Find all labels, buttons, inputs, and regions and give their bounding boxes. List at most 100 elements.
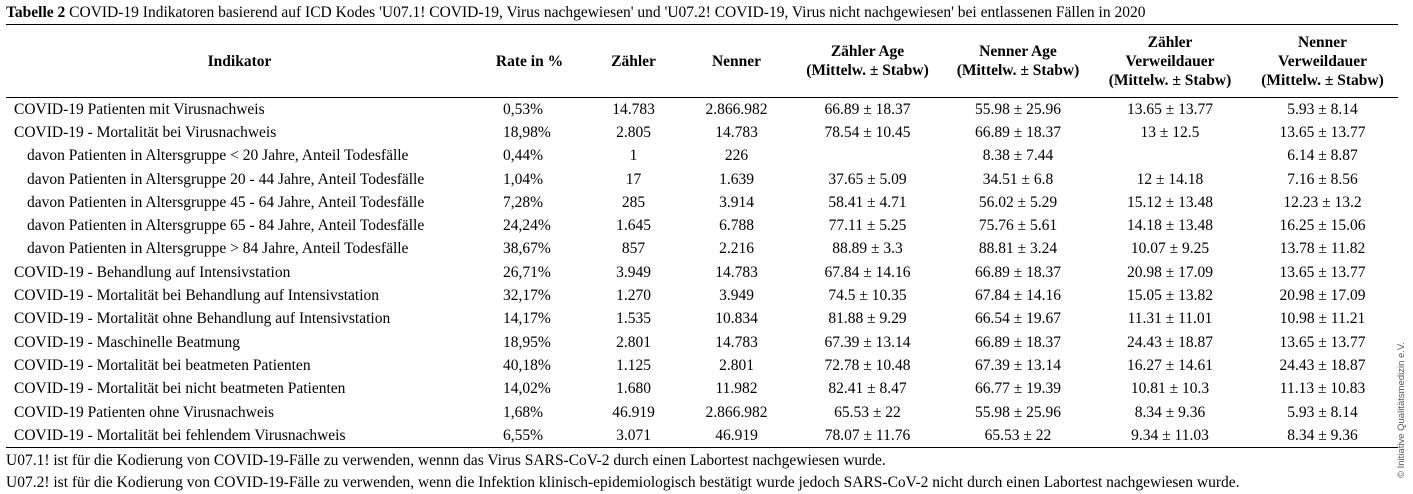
cell-indikator: COVID-19 - Maschinelle Beatmung: [14, 333, 240, 351]
cell-zaehler-verweildauer: 20.98 ± 17.09: [1126, 263, 1213, 281]
cell-zaehler-verweildauer: 10.07 ± 9.25: [1130, 240, 1210, 258]
cell-nenner-age: 34.51 ± 6.8: [982, 170, 1054, 188]
cell-nenner-age: 66.89 ± 18.37: [974, 123, 1061, 141]
cell-zaehler-age: 58.41 ± 4.71: [828, 193, 907, 211]
footnote-u071: U07.1! ist für die Kodierung von COVID-1…: [6, 452, 886, 469]
cell-nenner: 3.949: [719, 287, 754, 305]
table-caption: Tabelle 2 COVID-19 Indikatoren basierend…: [6, 4, 1398, 22]
cell-zaehler-age: 67.84 ± 14.16: [824, 263, 911, 281]
cell-nenner-age: 67.39 ± 13.14: [974, 356, 1061, 374]
table-row: COVID-19 - Mortalität bei nicht beatmete…: [6, 378, 1398, 401]
cell-indikator: COVID-19 - Mortalität bei fehlendem Viru…: [6, 424, 473, 449]
cell-rate: 40,18%: [503, 356, 551, 374]
table-row: COVID-19 - Mortalität bei beatmeten Pati…: [6, 354, 1398, 377]
cell-zaehler-verweildauer: 16.27 ± 14.61: [1126, 356, 1213, 374]
cell-nenner-verweildauer: 7.16 ± 8.56: [1287, 170, 1358, 188]
cell-zaehler-age: 82.41 ± 8.47: [828, 380, 907, 398]
cell-nenner-verweildauer: 12.23 ± 13.2: [1283, 193, 1362, 211]
table-row: davon Patienten in Altersgruppe 65 - 84 …: [6, 214, 1398, 237]
table-row: davon Patienten in Altersgruppe < 20 Jah…: [6, 145, 1398, 168]
header-indikator: Indikator: [6, 24, 473, 98]
cell-nenner-verweildauer: 16.25 ± 15.06: [1279, 217, 1366, 235]
cell-zaehler-age: 72.78 ± 10.48: [824, 356, 911, 374]
cell-zaehler-verweildauer: 9.34 ± 11.03: [1093, 424, 1247, 449]
cell-nenner-age: 66.54 ± 19.67: [974, 310, 1061, 328]
table-row: COVID-19 - Behandlung auf Intensivstatio…: [6, 261, 1398, 284]
cell-indikator: davon Patienten in Altersgruppe < 20 Jah…: [27, 147, 409, 165]
cell-zaehler: 2.805: [616, 123, 651, 141]
cell-nenner: 14.783: [715, 263, 758, 281]
table-row: COVID-19 - Mortalität bei Virusnachweis 1…: [6, 121, 1398, 144]
cell-nenner-age: 88.81 ± 3.24: [978, 240, 1058, 258]
cell-indikator: COVID-19 - Mortalität bei nicht beatmete…: [14, 380, 346, 398]
cell-zaehler: 1.680: [616, 380, 651, 398]
header-zaehler-age: Zähler Age (Mittelw. ± Stabw): [792, 24, 943, 98]
cell-rate: 7,28%: [503, 193, 544, 211]
cell-nenner-age: 55.98 ± 25.96: [974, 403, 1061, 421]
cell-nenner-verweildauer: 20.98 ± 17.09: [1279, 287, 1366, 305]
cell-zaehler: 1.535: [616, 310, 651, 328]
cell-nenner-age: 65.53 ± 22: [943, 424, 1093, 449]
cell-nenner-verweildauer: 13.65 ± 13.77: [1279, 263, 1366, 281]
cell-zaehler-verweildauer: 24.43 ± 18.87: [1126, 333, 1213, 351]
cell-rate: 18,98%: [503, 123, 551, 141]
cell-zaehler-age: 78.54 ± 10.45: [824, 123, 911, 141]
cell-rate: 14,02%: [503, 380, 551, 398]
cell-nenner-age: 56.02 ± 5.29: [978, 193, 1058, 211]
cell-nenner-age: 66.77 ± 19.39: [974, 380, 1061, 398]
cell-zaehler-verweildauer: 14.18 ± 13.48: [1126, 217, 1213, 235]
cell-zaehler: 285: [621, 193, 646, 211]
cell-zaehler: 3.071: [586, 424, 681, 449]
cell-rate: 0,44%: [503, 147, 544, 165]
cell-nenner: 10.834: [715, 310, 758, 328]
cell-zaehler-age: 77.11 ± 5.25: [828, 217, 907, 235]
cell-zaehler-verweildauer: 15.12 ± 13.48: [1126, 193, 1213, 211]
cell-zaehler-verweildauer: [1093, 145, 1247, 168]
cell-rate: 6,55%: [473, 424, 586, 449]
cell-nenner-age: 66.89 ± 18.37: [974, 333, 1061, 351]
cell-nenner-age: 55.98 ± 25.96: [974, 100, 1061, 118]
caption-text: COVID-19 Indikatoren basierend auf ICD K…: [69, 4, 1146, 21]
cell-zaehler: 1.125: [616, 356, 651, 374]
cell-zaehler-age: 81.88 ± 9.29: [828, 310, 907, 328]
cell-nenner: 46.919: [681, 424, 792, 449]
cell-nenner: 14.783: [715, 123, 758, 141]
cell-zaehler: 1.645: [616, 217, 651, 235]
header-nenner-age: Nenner Age (Mittelw. ± Stabw): [943, 24, 1093, 98]
table-row: davon Patienten in Altersgruppe > 84 Jah…: [6, 238, 1398, 261]
cell-zaehler-age: 66.89 ± 18.37: [824, 100, 911, 118]
cell-indikator: COVID-19 - Mortalität bei Virusnachweis: [14, 123, 277, 141]
cell-rate: 14,17%: [503, 310, 551, 328]
cell-rate: 26,71%: [503, 263, 551, 281]
table-row: COVID-19 Patienten mit Virusnachweis 0,53…: [6, 98, 1398, 122]
caption-label: Tabelle 2: [6, 4, 66, 21]
cell-zaehler: 1.270: [616, 287, 651, 305]
cell-zaehler: 14.783: [612, 100, 655, 118]
cell-nenner-age: 8.38 ± 7.44: [982, 147, 1054, 165]
cell-zaehler-age: 78.07 ± 11.76: [792, 424, 943, 449]
indicator-table: Indikator Rate in % Zähler Nenner Zähler…: [6, 24, 1398, 449]
cell-rate: 24,24%: [503, 217, 551, 235]
table-row: davon Patienten in Altersgruppe 45 - 64 …: [6, 191, 1398, 214]
cell-rate: 1,04%: [503, 170, 544, 188]
cell-zaehler-age: 67.39 ± 13.14: [824, 333, 911, 351]
cell-nenner: 2.866.982: [705, 100, 768, 118]
cell-nenner-verweildauer: 13.65 ± 13.77: [1279, 123, 1366, 141]
cell-nenner-verweildauer: 8.34 ± 9.36: [1247, 424, 1398, 449]
cell-nenner-verweildauer: 5.93 ± 8.14: [1287, 403, 1358, 421]
cell-zaehler-verweildauer: 13.65 ± 13.77: [1126, 100, 1213, 118]
cell-nenner: 1.639: [719, 170, 754, 188]
cell-zaehler-verweildauer: 15.05 ± 13.82: [1126, 287, 1213, 305]
copyright-notice: © Initiative Qualitätsmedizin e.V.: [1396, 341, 1407, 478]
table-header-row: Indikator Rate in % Zähler Nenner Zähler…: [6, 24, 1398, 98]
cell-zaehler: 17: [625, 170, 642, 188]
cell-zaehler: 2.801: [616, 333, 651, 351]
cell-nenner: 6.788: [719, 217, 754, 235]
cell-zaehler-verweildauer: 12 ± 14.18: [1136, 170, 1204, 188]
cell-zaehler-age: 88.89 ± 3.3: [832, 240, 903, 258]
header-zaehler-verweildauer: Zähler Verweildauer (Mittelw. ± Stabw): [1093, 24, 1247, 98]
cell-zaehler-verweildauer: 11.31 ± 11.01: [1127, 310, 1213, 328]
header-nenner-verweildauer: Nenner Verweildauer (Mittelw. ± Stabw): [1247, 24, 1398, 98]
cell-nenner-age: 75.76 ± 5.61: [978, 217, 1058, 235]
cell-indikator: davon Patienten in Altersgruppe 45 - 64 …: [27, 193, 425, 211]
